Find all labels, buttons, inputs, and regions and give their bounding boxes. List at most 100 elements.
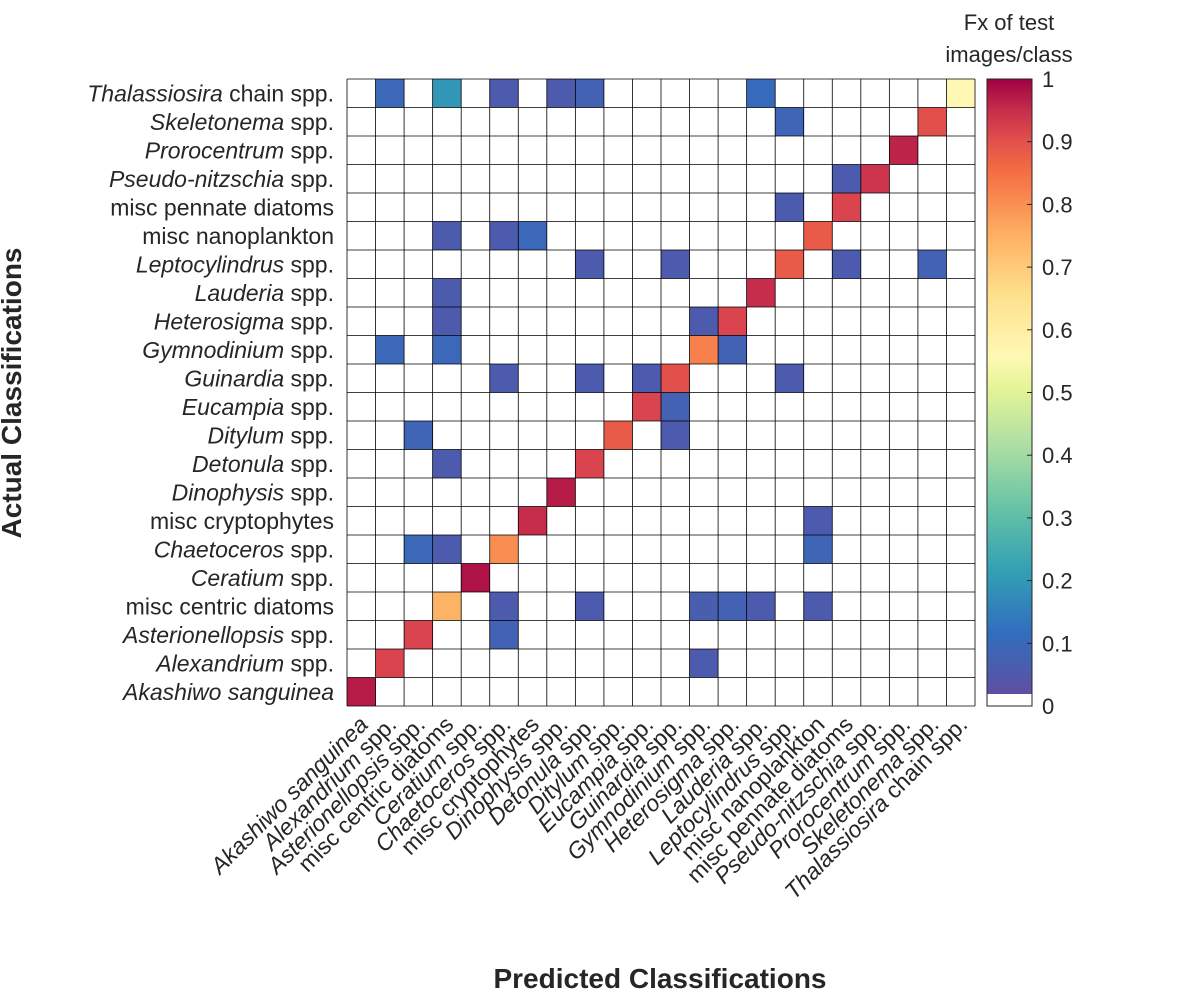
y-tick-label: Ditylum spp. — [207, 422, 334, 448]
heatmap-cell — [489, 535, 519, 564]
heatmap-cell — [404, 535, 433, 564]
y-tick-label: Skeletonema spp. — [150, 109, 334, 135]
heatmap-cell — [375, 79, 405, 108]
heatmap-cell — [718, 307, 747, 336]
heatmap-cell — [518, 506, 547, 535]
heatmap-cell — [432, 307, 462, 336]
colorbar-tick-label: 0.7 — [1042, 255, 1073, 280]
y-tick-label: Akashiwo sanguinea — [121, 679, 334, 705]
y-tick-label: misc centric diatoms — [126, 593, 334, 619]
heatmap-cell — [518, 221, 547, 250]
heatmap-cell — [803, 535, 833, 564]
y-tick-label: Detonula spp. — [192, 451, 334, 477]
heatmap-cell — [489, 620, 519, 649]
heatmap-cell — [946, 79, 975, 108]
y-tick-label: misc cryptophytes — [150, 508, 334, 534]
heatmap-cell — [489, 364, 519, 393]
heatmap-cell — [432, 221, 462, 250]
heatmap-cell — [917, 250, 947, 279]
heatmap-cell — [575, 250, 604, 279]
colorbar-tick-label: 0.8 — [1042, 192, 1073, 217]
heatmap-cell — [661, 392, 690, 421]
x-axis-title: Predicted Classifications — [493, 963, 826, 994]
heatmap-cell — [775, 193, 804, 222]
heatmap-cell — [746, 278, 776, 307]
heatmap-cell — [775, 107, 804, 136]
heatmap-cell — [546, 79, 576, 108]
heatmap-cell — [746, 592, 776, 621]
heatmap-cell — [661, 250, 690, 279]
heatmap-cell — [775, 250, 804, 279]
colorbar-title: images/class — [945, 42, 1072, 67]
heatmap-cell — [689, 307, 719, 336]
heatmap-cell — [832, 250, 861, 279]
heatmap-cell — [803, 592, 833, 621]
heatmap-cell — [718, 335, 747, 364]
colorbar-tick-label: 0.5 — [1042, 381, 1073, 406]
heatmap-cell — [689, 335, 719, 364]
colorbar: 0 0.1 0.2 0.3 0.4 0.5 0.6 0.7 0.8 0.9 1 Fx of test i… — [945, 10, 1072, 719]
y-tick-label: Ceratium spp. — [191, 565, 334, 591]
y-tick-label: Dinophysis spp. — [172, 479, 334, 505]
heatmap-cell — [489, 79, 519, 108]
colorbar-title: Fx of test — [964, 10, 1054, 35]
colorbar-tick-label: 0.9 — [1042, 130, 1073, 155]
y-tick-label: Guinardia spp. — [184, 365, 334, 391]
y-tick-labels: Akashiwo sanguinea Alexandrium spp.Asteri… — [87, 80, 334, 705]
heatmap-cell — [461, 563, 490, 592]
heatmap-cell — [546, 478, 576, 507]
heatmap-cell — [432, 449, 462, 478]
heatmap-cell — [661, 421, 690, 450]
y-tick-label: Eucampia spp. — [182, 394, 334, 420]
heatmap-cell — [632, 364, 661, 393]
heatmap-cell — [832, 164, 861, 193]
heatmap-cell — [889, 136, 918, 165]
y-tick-label: Leptocylindrus spp. — [136, 251, 334, 277]
colorbar-tick-label: 0.2 — [1042, 569, 1073, 594]
y-tick-label: Thalassiosira chain spp. — [87, 80, 334, 106]
heatmap-cell — [404, 421, 433, 450]
heatmap-cell — [603, 421, 633, 450]
y-tick-label: Gymnodinium spp. — [142, 337, 334, 363]
y-tick-label: misc nanoplankton — [142, 223, 334, 249]
heatmap-cell — [432, 592, 462, 621]
heatmap-cell — [375, 335, 405, 364]
colorbar-tick-label: 0.3 — [1042, 506, 1073, 531]
heatmap-cell — [832, 193, 861, 222]
heatmap-cell — [432, 79, 462, 108]
y-tick-label: Lauderia spp. — [195, 280, 334, 306]
heatmap-cell — [575, 449, 604, 478]
y-tick-label: Heterosigma spp. — [154, 308, 334, 334]
y-tick-label: Asterionellopsis spp. — [121, 622, 334, 648]
heatmap-cell — [432, 278, 462, 307]
heatmap-cell — [575, 79, 604, 108]
heatmap-cell — [803, 221, 833, 250]
heatmap-cell — [718, 592, 747, 621]
y-tick-label: misc pennate diatoms — [110, 194, 334, 220]
colorbar-tick-label: 0.4 — [1042, 443, 1073, 468]
y-tick-label: Pseudo-nitzschia spp. — [109, 166, 334, 192]
heatmap-cell — [375, 649, 405, 678]
colorbar-tick-label: 0.1 — [1042, 631, 1073, 656]
y-tick-label: Alexandrium spp. — [154, 650, 334, 676]
colorbar-tick-label: 0.6 — [1042, 318, 1073, 343]
heatmap-cell — [489, 592, 519, 621]
heatmap-cell — [347, 677, 376, 706]
colorbar-gradient — [987, 79, 1032, 694]
y-axis-title: Actual Classifications — [0, 248, 27, 539]
heatmap-cell — [575, 364, 604, 393]
heatmap-cell — [661, 364, 690, 393]
heatmap-cell — [689, 592, 719, 621]
y-tick-label: Chaetoceros spp. — [154, 536, 334, 562]
heatmap-cell — [632, 392, 661, 421]
heatmap-cell — [575, 592, 604, 621]
heatmap-cell — [489, 221, 519, 250]
heatmap-cell — [689, 649, 719, 678]
heatmap-cell — [432, 535, 462, 564]
heatmap-cell — [432, 335, 462, 364]
heatmap-cell — [404, 620, 433, 649]
colorbar-tick-label: 0 — [1042, 694, 1054, 719]
colorbar-tick-label: 1 — [1042, 67, 1054, 92]
